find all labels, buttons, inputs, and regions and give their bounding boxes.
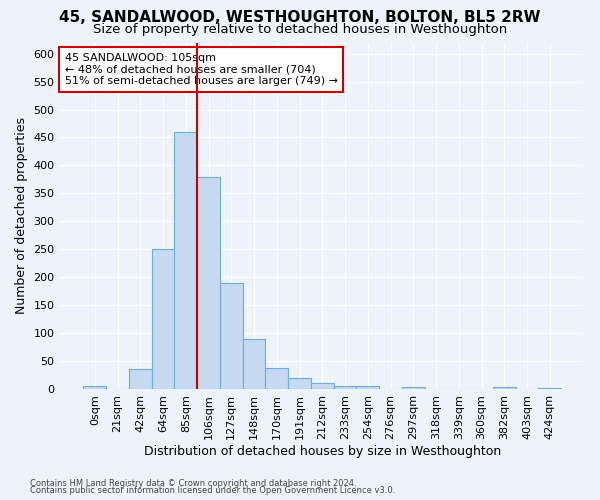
Bar xyxy=(265,368,288,389)
Text: Contains HM Land Registry data © Crown copyright and database right 2024.: Contains HM Land Registry data © Crown c… xyxy=(30,478,356,488)
Y-axis label: Number of detached properties: Number of detached properties xyxy=(15,117,28,314)
X-axis label: Distribution of detached houses by size in Westhoughton: Distribution of detached houses by size … xyxy=(143,444,501,458)
Bar xyxy=(242,338,265,389)
Text: 45 SANDALWOOD: 105sqm
← 48% of detached houses are smaller (704)
51% of semi-det: 45 SANDALWOOD: 105sqm ← 48% of detached … xyxy=(65,53,338,86)
Bar xyxy=(83,386,106,389)
Bar xyxy=(356,386,379,389)
Bar xyxy=(334,386,356,389)
Bar xyxy=(175,132,197,389)
Text: Contains public sector information licensed under the Open Government Licence v3: Contains public sector information licen… xyxy=(30,486,395,495)
Bar xyxy=(129,370,152,389)
Bar xyxy=(288,378,311,389)
Bar xyxy=(538,388,561,389)
Bar xyxy=(220,283,242,389)
Text: Size of property relative to detached houses in Westhoughton: Size of property relative to detached ho… xyxy=(93,22,507,36)
Bar xyxy=(152,250,175,389)
Bar xyxy=(197,176,220,389)
Text: 45, SANDALWOOD, WESTHOUGHTON, BOLTON, BL5 2RW: 45, SANDALWOOD, WESTHOUGHTON, BOLTON, BL… xyxy=(59,10,541,25)
Bar xyxy=(493,386,515,389)
Bar xyxy=(311,383,334,389)
Bar xyxy=(402,386,425,389)
